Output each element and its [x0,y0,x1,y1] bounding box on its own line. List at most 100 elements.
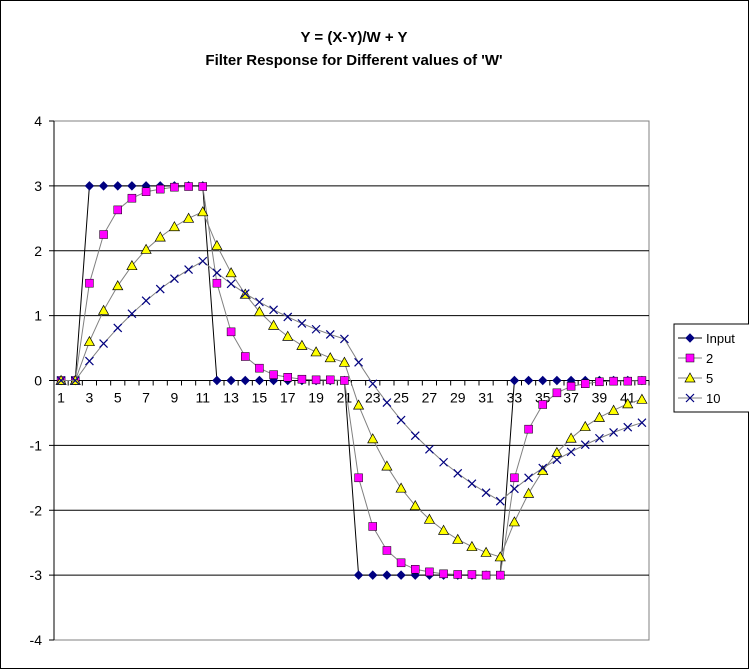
data-point [409,499,421,511]
data-point [622,398,634,409]
x-tick-label: 21 [337,390,353,406]
data-point [296,339,308,350]
data-point [269,370,278,379]
legend-item: Input [678,331,735,346]
data-point [368,570,378,580]
x-tick-label: 39 [592,390,608,406]
legend: Input 2 5 10 [673,323,749,413]
data-point [425,567,434,577]
data-point [212,268,222,278]
data-point [226,327,236,337]
data-point [311,324,321,334]
data-point [198,182,207,191]
data-point [83,335,96,346]
legend-marker [684,372,696,383]
data-point [623,376,632,386]
x-tick-label: 19 [308,390,324,406]
data-point [99,230,108,239]
data-point [453,570,462,579]
data-point [453,468,463,478]
data-point [326,375,335,385]
data-point [396,558,406,568]
data-point [113,323,123,333]
data-point [225,267,237,278]
data-point [283,373,292,382]
x-tick-label: 25 [393,390,409,406]
data-point [538,463,548,473]
data-point [352,399,365,410]
data-point [98,181,109,191]
data-point [184,265,194,274]
x-tick-label: 31 [478,390,494,406]
legend-marker [685,333,695,343]
x-tick-label: 29 [450,390,466,406]
data-point [354,357,364,367]
data-point [637,418,647,428]
data-point [523,375,534,386]
data-point [481,488,491,498]
data-point [510,473,519,483]
data-point [636,393,648,404]
data-point [212,278,222,288]
data-point [269,305,279,315]
legend-item: 2 [678,351,713,366]
y-tick-label: 0 [34,373,42,389]
data-point [495,496,505,506]
series-5 [55,206,648,562]
data-point [113,205,122,215]
x-tick-label: 5 [114,390,122,406]
data-point [141,296,151,306]
x-tick-label: 15 [252,390,268,406]
data-point [197,206,209,217]
data-point [439,569,448,579]
data-point [623,422,633,432]
data-point [382,570,392,580]
data-point [141,187,151,196]
data-point [211,239,223,250]
data-point [126,259,138,271]
data-point [566,382,576,391]
data-point [593,411,606,422]
y-tick-label: 1 [34,308,42,324]
data-point [283,312,293,322]
data-point [496,570,505,580]
data-point [480,546,492,557]
x-tick-label: 1 [57,390,65,406]
data-point [522,487,535,498]
chart-subtitle: Filter Response for Different values of … [205,52,502,69]
data-point [99,339,109,348]
y-tick-label: -3 [30,567,43,583]
data-point [169,274,179,284]
data-point [324,352,336,363]
data-point [552,455,562,465]
y-tick-label: -2 [30,502,43,518]
data-point [282,330,294,341]
data-point [395,482,407,493]
y-tick-label: 3 [34,178,42,194]
data-point [423,513,436,524]
data-point [581,379,590,388]
data-point [368,379,378,389]
data-point [439,457,449,467]
y-tick-label: -4 [30,632,43,648]
data-point [84,181,95,191]
data-point [353,570,364,580]
data-point [552,375,562,386]
data-point [241,352,250,361]
x-tick-label: 7 [142,390,150,406]
data-point [226,279,236,289]
data-point [494,551,506,562]
data-point [127,193,137,203]
data-point [552,388,562,398]
data-point [182,212,195,223]
legend-label: 2 [706,351,713,366]
data-point [127,309,137,319]
chart-title: Y = (X-Y)/W + Y [301,29,408,46]
data-point [509,484,519,494]
data-point [212,375,222,386]
data-point [253,306,266,317]
series-10 [56,256,647,506]
data-point [184,182,193,191]
data-point [156,184,165,194]
data-point [85,278,94,288]
